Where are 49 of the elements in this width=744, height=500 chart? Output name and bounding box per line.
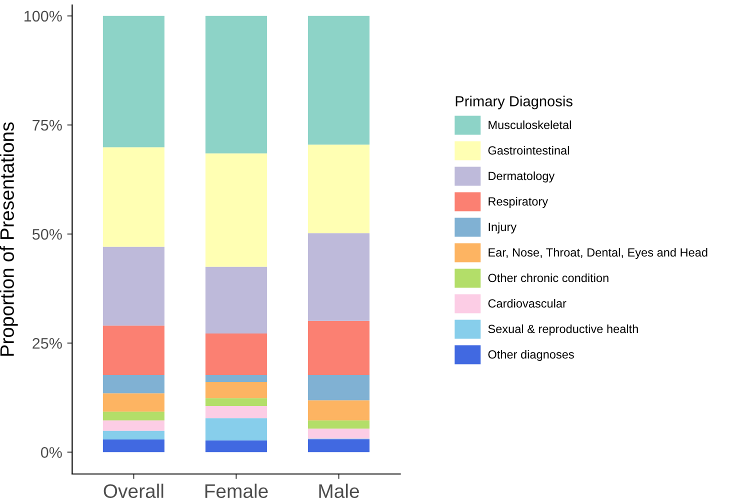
bar xyxy=(102,440,164,452)
legend-label: Dermatology xyxy=(488,171,555,182)
y-tick-label: 75% xyxy=(32,120,62,131)
legend-label: Sexual & reproductive health xyxy=(488,324,638,336)
legend-label: Other diagnoses xyxy=(488,350,574,361)
bar xyxy=(308,320,370,375)
bar xyxy=(102,430,164,440)
y-tick-label: 100% xyxy=(24,10,62,22)
x-tick-label: Female xyxy=(205,484,268,498)
bar xyxy=(308,439,370,452)
legend-label: Gastrointestinal xyxy=(488,146,569,155)
bar xyxy=(102,326,164,375)
bar xyxy=(308,400,370,420)
bar xyxy=(205,398,267,406)
bar xyxy=(308,144,370,234)
legend-label: Respiratory xyxy=(488,196,548,208)
y-tick-label: 25% xyxy=(32,338,62,349)
bar xyxy=(102,412,164,420)
y-tick-label: 50% xyxy=(32,228,62,240)
bar xyxy=(308,428,370,439)
bar xyxy=(205,266,267,334)
legend-label: Injury xyxy=(488,222,517,234)
bar xyxy=(308,374,370,400)
y-tick-label: 0% xyxy=(40,447,62,458)
bar xyxy=(205,153,267,267)
x-tick-label: Male xyxy=(319,484,359,498)
bar xyxy=(102,393,164,412)
bar xyxy=(205,440,267,452)
bar xyxy=(205,374,267,382)
legend-label: Other chronic condition xyxy=(488,273,608,282)
bar xyxy=(205,382,267,398)
y-axis-title: Proportion of Presentations xyxy=(0,122,18,356)
bar xyxy=(308,233,370,321)
bar xyxy=(102,147,164,247)
bar xyxy=(205,406,267,418)
bar xyxy=(102,374,164,394)
legend-title: Primary Diagnosis xyxy=(456,96,572,110)
legend-label: Cardiovascular xyxy=(488,298,566,308)
bar xyxy=(205,418,267,440)
legend-label: Ear, Nose, Throat, Dental, Eyes and Head xyxy=(488,248,708,259)
x-tick-label: Overall xyxy=(104,484,164,498)
bar xyxy=(308,420,370,429)
bar xyxy=(102,246,164,326)
legend-label: Musculoskeletal xyxy=(488,120,571,130)
bar xyxy=(102,16,164,148)
bar xyxy=(205,16,267,154)
bar xyxy=(205,334,267,375)
bar xyxy=(308,16,370,145)
bar xyxy=(102,420,164,431)
